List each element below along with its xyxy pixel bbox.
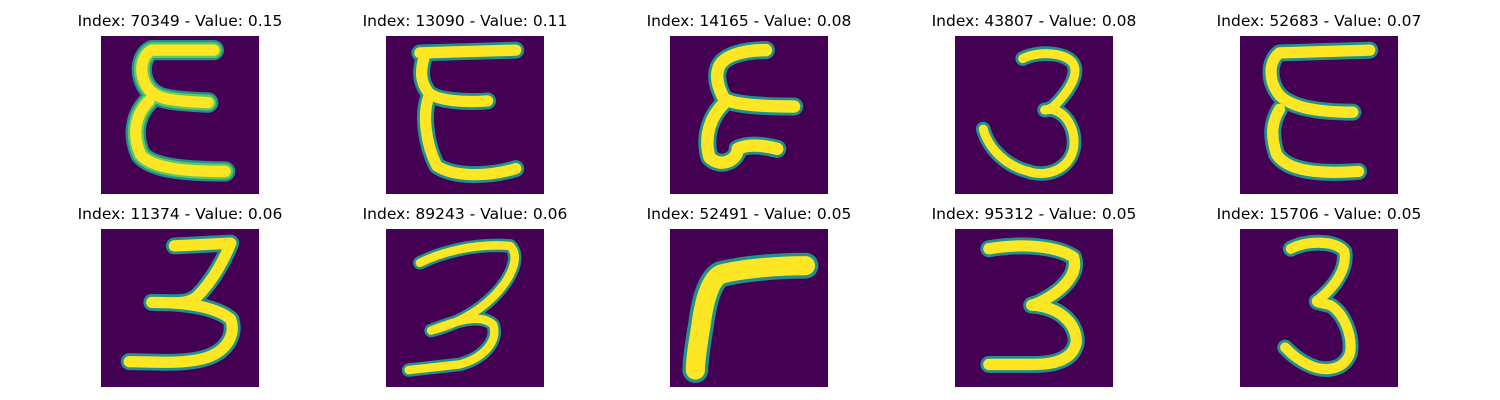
digit-panel-6: Index: 11374 - Value: 0.06 bbox=[35, 204, 325, 394]
digit-panel-7: Index: 89243 - Value: 0.06 bbox=[320, 204, 610, 394]
digit-panel-9: Index: 95312 - Value: 0.05 bbox=[889, 204, 1179, 394]
digit-image bbox=[101, 229, 259, 387]
glyph bbox=[1262, 41, 1379, 181]
digit-panel-8: Index: 52491 - Value: 0.05 bbox=[604, 204, 894, 394]
digit-panel-2: Index: 13090 - Value: 0.11 bbox=[320, 11, 610, 201]
digit-image bbox=[1240, 229, 1398, 387]
glyph bbox=[401, 238, 522, 377]
digit-image bbox=[955, 36, 1113, 194]
panel-title: Index: 13090 - Value: 0.11 bbox=[362, 12, 568, 30]
panel-title: Index: 11374 - Value: 0.06 bbox=[77, 205, 283, 223]
digit-image bbox=[1240, 36, 1398, 194]
glyph bbox=[698, 41, 804, 172]
panel-title: Index: 52491 - Value: 0.05 bbox=[646, 205, 852, 223]
panel-title: Index: 89243 - Value: 0.06 bbox=[362, 205, 568, 223]
digit-panel-1: Index: 70349 - Value: 0.15 bbox=[35, 11, 325, 201]
digit-image bbox=[101, 36, 259, 194]
panel-title: Index: 52683 - Value: 0.07 bbox=[1216, 12, 1422, 30]
glyph bbox=[125, 39, 236, 182]
glyph bbox=[411, 41, 525, 184]
digit-panel-5: Index: 52683 - Value: 0.07 bbox=[1174, 11, 1464, 201]
digit-image bbox=[386, 229, 544, 387]
digit-panel-3: Index: 14165 - Value: 0.08 bbox=[604, 11, 894, 201]
panel-title: Index: 43807 - Value: 0.08 bbox=[931, 12, 1137, 30]
digit-image bbox=[670, 229, 828, 387]
digit-image bbox=[670, 36, 828, 194]
glyph bbox=[1277, 234, 1359, 377]
panel-title: Index: 15706 - Value: 0.05 bbox=[1216, 205, 1422, 223]
panel-title: Index: 14165 - Value: 0.08 bbox=[646, 12, 852, 30]
glyph bbox=[980, 237, 1085, 373]
panel-title: Index: 95312 - Value: 0.05 bbox=[931, 205, 1137, 223]
glyph bbox=[682, 252, 819, 384]
digit-image bbox=[955, 229, 1113, 387]
glyph bbox=[120, 234, 241, 371]
digit-panel-4: Index: 43807 - Value: 0.08 bbox=[889, 11, 1179, 201]
digit-image bbox=[386, 36, 544, 194]
glyph bbox=[975, 46, 1083, 181]
digit-panel-10: Index: 15706 - Value: 0.05 bbox=[1174, 204, 1464, 394]
panel-title: Index: 70349 - Value: 0.15 bbox=[77, 12, 283, 30]
